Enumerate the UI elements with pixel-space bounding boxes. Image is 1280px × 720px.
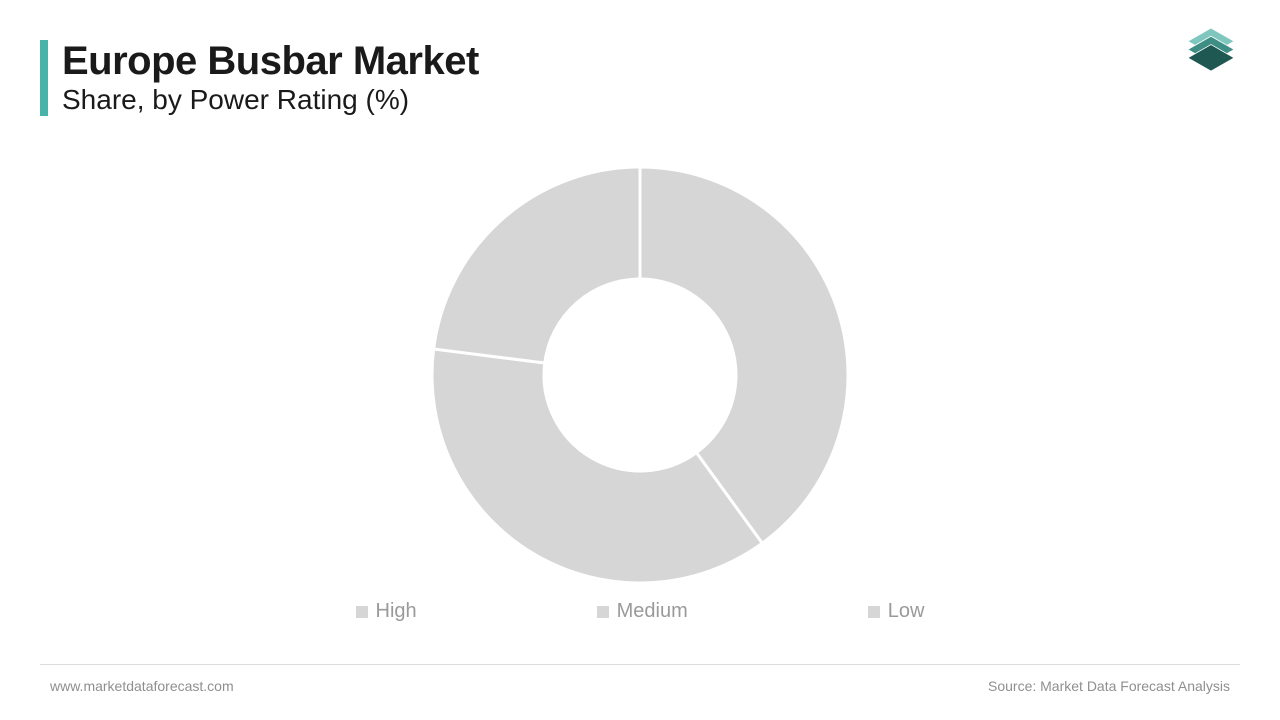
- footer-url: www.marketdataforecast.com: [50, 678, 234, 694]
- footer: www.marketdataforecast.com Source: Marke…: [0, 678, 1280, 694]
- legend-item-low: Low: [868, 600, 925, 623]
- legend-label: High: [376, 600, 417, 623]
- donut-hole: [544, 279, 736, 471]
- accent-bar: [40, 40, 48, 116]
- legend-label: Medium: [617, 600, 688, 623]
- chart-legend: High Medium Low: [0, 600, 1280, 623]
- legend-item-high: High: [356, 600, 417, 623]
- page-title: Europe Busbar Market: [62, 40, 479, 82]
- legend-swatch-icon: [356, 606, 368, 618]
- page-subtitle: Share, by Power Rating (%): [62, 84, 479, 116]
- legend-swatch-icon: [597, 606, 609, 618]
- footer-source: Source: Market Data Forecast Analysis: [988, 678, 1230, 694]
- header-block: Europe Busbar Market Share, by Power Rat…: [40, 40, 479, 116]
- legend-item-medium: Medium: [597, 600, 688, 623]
- legend-label: Low: [888, 600, 925, 623]
- brand-logo-icon: [1182, 28, 1240, 86]
- donut-chart: [0, 155, 1280, 595]
- legend-swatch-icon: [868, 606, 880, 618]
- title-group: Europe Busbar Market Share, by Power Rat…: [62, 40, 479, 116]
